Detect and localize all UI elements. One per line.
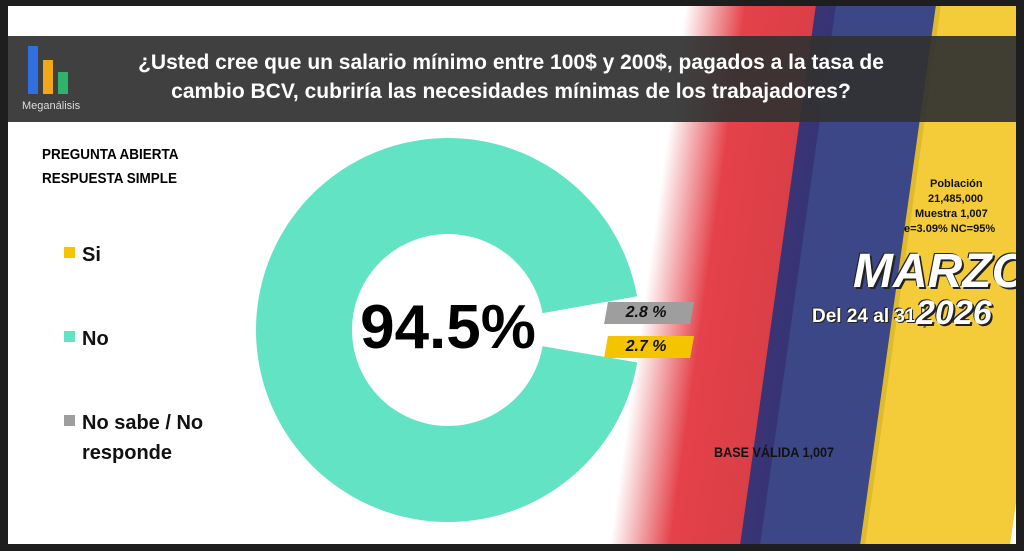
- value-label: 94.5%: [360, 293, 536, 362]
- title: ¿Usted cree que un salario mínimo entre …: [138, 51, 884, 103]
- legend-label: No: [82, 328, 109, 350]
- header: Meganálisis ¿Usted cree que un salario m…: [8, 36, 1016, 122]
- period-month: MARZO: [853, 245, 1016, 298]
- subtitle: RESPUESTA SIMPLE: [42, 170, 178, 187]
- period-days: Del 24 al 31 |: [812, 306, 927, 327]
- donut-slice: [256, 137, 638, 522]
- brand: Meganálisis: [22, 100, 81, 112]
- sample-note: e=3.09% NC=95%: [904, 223, 996, 235]
- logo-bar: [43, 60, 53, 94]
- card: Meganálisis ¿Usted cree que un salario m…: [8, 6, 1016, 544]
- base-note: BASE VÁLIDA 1,007: [714, 444, 834, 460]
- logo-bar: [58, 72, 68, 94]
- sample-note: 21,485,000: [928, 193, 984, 205]
- legend-swatch: [64, 415, 75, 426]
- period-year: 2026: [916, 294, 992, 332]
- sample-note: Muestra 1,007: [915, 208, 988, 220]
- value-label: 2.8 %: [604, 302, 694, 324]
- subtitle: PREGUNTA ABIERTA: [42, 146, 179, 163]
- value-label: 2.7 %: [604, 336, 694, 358]
- legend-swatch: [64, 247, 75, 258]
- legend-label: No sabe / No responde: [82, 412, 204, 464]
- sample-note: Población: [930, 178, 983, 190]
- legend-swatch: [64, 331, 75, 342]
- legend-label: Si: [82, 244, 101, 266]
- logo-bar: [28, 46, 38, 94]
